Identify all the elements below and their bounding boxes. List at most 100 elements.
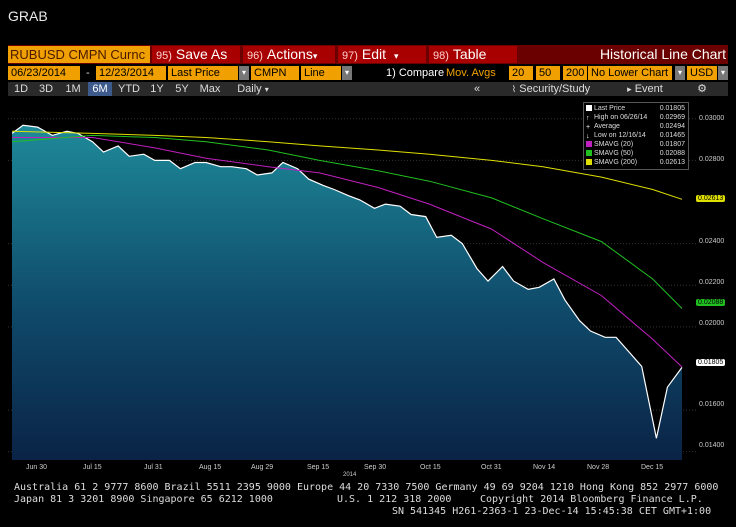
ma-period-3[interactable]: 200	[563, 66, 587, 80]
study-icon: ⌇	[511, 84, 517, 94]
x-tick-label: Jul 15	[83, 464, 102, 471]
frequency-select[interactable]: Daily ▾	[228, 82, 278, 96]
compare-label: 1) Compare	[386, 67, 445, 79]
field-dropdown-icon[interactable]: ▾	[239, 66, 249, 80]
series-line-last-price	[11, 124, 683, 439]
legend-sma200: SMAVG (200)	[586, 159, 637, 167]
legend-value: 0.02088	[659, 150, 685, 157]
period-3d[interactable]: 3D	[38, 83, 54, 95]
security-study-button[interactable]: ⌇ Security/Study	[496, 82, 606, 96]
footer-copyright: Copyright 2014 Bloomberg Finance L.P.	[480, 494, 703, 505]
field-select[interactable]: Last Price	[168, 66, 238, 80]
period-1y[interactable]: 1Y	[150, 83, 164, 95]
settings-gear-icon[interactable]: ⚙	[697, 83, 707, 95]
sma50-axis-label: 0.02088	[696, 299, 726, 306]
table-label: Table	[452, 46, 487, 62]
style-dropdown-icon[interactable]: ▾	[342, 66, 352, 80]
x-tick-label: Oct 15	[420, 464, 441, 471]
period-5y[interactable]: 5Y	[175, 83, 189, 95]
frequency-dropdown-icon: ▾	[264, 85, 269, 94]
legend-swatch	[586, 141, 592, 147]
y-tick-label: 0.01400	[699, 442, 725, 449]
y-tick-label: 0.02800	[699, 156, 725, 163]
actions-number: 96)	[247, 50, 263, 62]
x-tick-label: Sep 30	[364, 464, 387, 471]
edit-number: 97)	[342, 50, 358, 62]
legend-swatch	[586, 150, 592, 156]
compare-value[interactable]: Mov. Avgs	[446, 67, 496, 79]
x-tick-label: Oct 31	[481, 464, 502, 471]
currency-dropdown-icon[interactable]: ▾	[718, 66, 728, 80]
price-chart	[8, 118, 696, 461]
event-icon: ▸	[627, 84, 632, 94]
period-1m[interactable]: 1M	[65, 83, 81, 95]
series-line-smavg-200	[11, 130, 683, 200]
legend-value: 0.02613	[659, 159, 685, 166]
legend-low: ↓ Low on 12/16/14	[586, 132, 646, 140]
legend-label: Average	[594, 123, 620, 130]
event-button[interactable]: ▸ Event	[612, 82, 678, 96]
legend-label: Last Price	[594, 105, 626, 112]
style-select[interactable]: Line	[301, 66, 341, 80]
ticker-field[interactable]: RUBUSD CMPN Curnc	[8, 46, 150, 63]
period-1d[interactable]: 1D	[13, 83, 29, 95]
start-date-field[interactable]: 06/23/2014	[8, 66, 80, 80]
footer-phones-line1: Australia 61 2 9777 8600 Brazil 5511 239…	[14, 482, 719, 493]
actions-button[interactable]: 96) Actions▾	[243, 46, 335, 63]
table-button[interactable]: 98) Table	[429, 46, 517, 63]
end-date-field[interactable]: 12/23/2014	[96, 66, 166, 80]
period-ytd[interactable]: YTD	[118, 83, 140, 95]
ma-period-1[interactable]: 20	[509, 66, 533, 80]
footer-session-info: SN 541345 H261-2363-1 23-Dec-14 15:45:38…	[392, 506, 712, 517]
legend-swatch	[586, 159, 592, 165]
x-tick-label: Aug 29	[251, 464, 274, 471]
event-label: Event	[634, 83, 663, 95]
x-axis-year: 2014	[343, 472, 357, 478]
x-tick-label: Dec 15	[641, 464, 664, 471]
x-tick-label: Jul 31	[144, 464, 163, 471]
legend-label: SMAVG (200)	[594, 159, 638, 166]
y-tick-label: 0.03000	[699, 115, 725, 122]
table-number: 98)	[433, 50, 449, 62]
y-tick-label: 0.01600	[699, 401, 725, 408]
low-arrow-icon: ↓	[586, 133, 590, 140]
period-6m[interactable]: 6M	[88, 82, 112, 96]
legend-high: ↑ High on 06/26/14	[586, 114, 647, 122]
legend-value: 0.01805	[659, 105, 685, 112]
chart-view-title: Historical Line Chart	[599, 46, 726, 62]
edit-button[interactable]: 97) Edit ▾	[338, 46, 426, 63]
y-tick-label: 0.02400	[699, 238, 725, 245]
series-line-smavg-20	[12, 137, 683, 368]
window-title: GRAB	[8, 8, 48, 24]
lower-chart-select[interactable]: No Lower Chart	[588, 66, 672, 80]
lower-chart-dropdown-icon[interactable]: ▾	[675, 66, 685, 80]
save-as-button[interactable]: 95) Save As	[152, 46, 240, 63]
sma200-axis-label: 0.02613	[696, 195, 726, 202]
chart-area	[8, 98, 696, 461]
last-price-axis-label: 0.01805	[696, 359, 726, 366]
legend-label: Low on 12/16/14	[594, 132, 646, 139]
y-tick-label: 0.02000	[699, 320, 725, 327]
price-area-fill	[12, 125, 682, 461]
chart-legend[interactable]: Last Price 0.01805 ↑ High on 06/26/14 0.0…	[583, 102, 689, 170]
footer-us-phone: U.S. 1 212 318 2000	[337, 494, 452, 505]
ma-period-2[interactable]: 50	[536, 66, 560, 80]
footer-phones-line2: Japan 81 3 3201 8900 Singapore 65 6212 1…	[14, 494, 273, 505]
collapse-icon[interactable]: «	[473, 83, 481, 95]
x-tick-label: Sep 15	[307, 464, 330, 471]
currency-field[interactable]: USD	[687, 66, 717, 80]
legend-label: SMAVG (50)	[594, 150, 634, 157]
legend-sma50: SMAVG (50)	[586, 150, 633, 158]
legend-value: 0.01807	[659, 141, 685, 148]
date-separator: -	[86, 67, 90, 79]
period-bar	[8, 82, 728, 96]
save-as-number: 95)	[156, 50, 172, 62]
edit-dropdown-icon: ▾	[394, 51, 399, 61]
legend-value: 0.02969	[659, 114, 685, 121]
series-line-smavg-50	[11, 134, 683, 309]
legend-value: 0.02494	[659, 123, 685, 130]
period-max[interactable]: Max	[199, 83, 221, 95]
legend-sma20: SMAVG (20)	[586, 141, 633, 149]
source-field[interactable]: CMPN	[251, 66, 299, 80]
legend-last-price: Last Price	[586, 105, 625, 113]
